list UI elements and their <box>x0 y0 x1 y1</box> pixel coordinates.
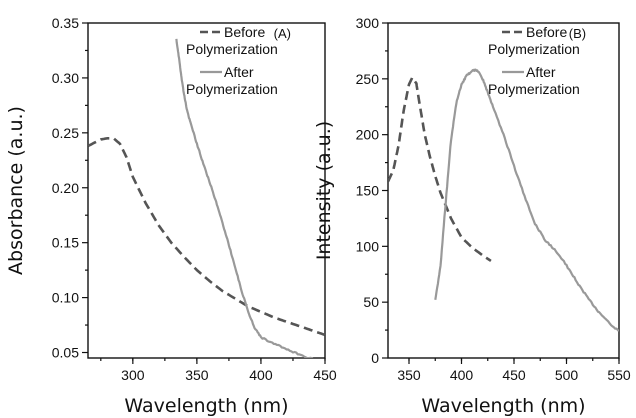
plot-frame <box>87 22 326 359</box>
series-line-after <box>175 38 314 358</box>
legend-label-line1: After <box>224 64 254 80</box>
legend-label-line1: After <box>526 64 556 80</box>
x-axis-label: Wavelength (nm) <box>124 395 288 417</box>
y-tick-label: 0.30 <box>52 70 79 86</box>
x-tick-label: 400 <box>249 367 273 383</box>
y-axis-label: Intensity (a.u.) <box>313 121 335 260</box>
x-tick-label: 550 <box>607 367 631 383</box>
plot-frame <box>387 22 620 359</box>
x-tick-label: 450 <box>313 367 337 383</box>
panel-label: (A) <box>274 26 291 41</box>
legend-label-line2: Polymerization <box>488 81 580 97</box>
x-tick-label: 300 <box>121 367 145 383</box>
y-tick-label: 0.25 <box>52 125 79 141</box>
legend-label-line1: Before <box>224 24 265 40</box>
y-tick-label: 200 <box>356 127 380 143</box>
x-tick-label: 500 <box>555 367 579 383</box>
y-tick-label: 100 <box>356 238 380 254</box>
legend-label-line2: Polymerization <box>186 81 278 97</box>
legend-label-line1: Before <box>526 24 567 40</box>
x-tick-label: 350 <box>397 367 421 383</box>
series-line-before <box>388 76 492 262</box>
series-line-after <box>434 68 619 332</box>
y-tick-label: 300 <box>356 15 380 31</box>
y-tick-label: 0.35 <box>52 15 79 31</box>
y-tick-label: 0.15 <box>52 235 79 251</box>
legend-label-line2: Polymerization <box>488 41 580 57</box>
x-axis-label: Wavelength (nm) <box>421 395 585 417</box>
x-tick-label: 350 <box>185 367 209 383</box>
y-tick-label: 0 <box>371 350 379 366</box>
legend-label-line2: Polymerization <box>186 41 278 57</box>
y-axis-label: Absorbance (a.u.) <box>5 106 27 275</box>
y-tick-label: 50 <box>363 294 379 310</box>
y-tick-label: 0.20 <box>52 180 79 196</box>
x-tick-label: 400 <box>450 367 474 383</box>
panel-b: 350 400 450 500 550 0 50 100 150 200 250 300 Wavelen… <box>313 15 631 417</box>
y-tick-label: 0.05 <box>52 345 79 361</box>
panel-a: 300 350 400 450 0.05 0.10 0.15 0.20 0.25 0.30 0.35… <box>5 15 337 417</box>
x-tick-label: 450 <box>502 367 526 383</box>
y-tick-label: 150 <box>356 183 380 199</box>
panel-label: (B) <box>569 26 586 41</box>
y-tick-label: 250 <box>356 71 380 87</box>
series-line-before <box>88 137 325 337</box>
y-tick-label: 0.10 <box>52 290 79 306</box>
